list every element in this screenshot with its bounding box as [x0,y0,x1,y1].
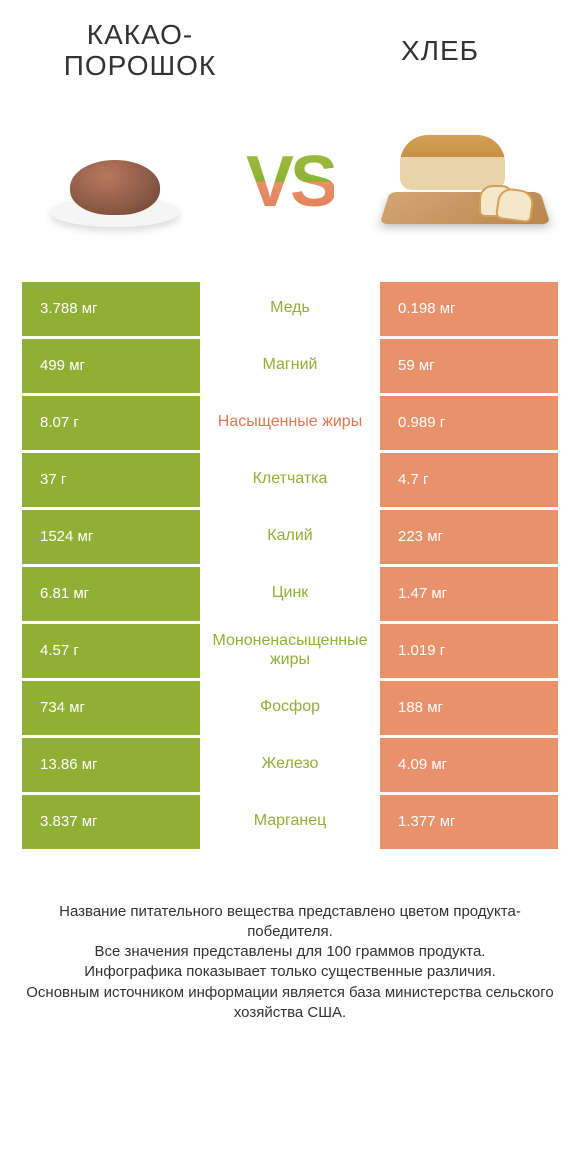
table-row: 1524 мгКалий223 мг [22,510,558,564]
cell-right-value: 1.019 г [380,624,558,678]
footer-line: Инфографика показывает только существенн… [25,962,555,982]
cell-left-value: 6.81 мг [22,567,200,621]
cell-nutrient-label: Медь [200,282,380,336]
table-row: 4.57 гМононенасыщенные жиры1.019 г [22,624,558,678]
table-row: 499 мгМагний59 мг [22,339,558,393]
cell-left-value: 499 мг [22,339,200,393]
cell-right-value: 188 мг [380,681,558,735]
cell-left-value: 3.837 мг [22,795,200,849]
cell-right-value: 59 мг [380,339,558,393]
cocoa-image [30,122,200,242]
bread-image [380,122,550,242]
footer-notes: Название питательного вещества представл… [0,852,580,1044]
cell-left-value: 37 г [22,453,200,507]
table-row: 13.86 мгЖелезо4.09 мг [22,738,558,792]
images-row: VS [0,92,580,282]
comparison-table: 3.788 мгМедь0.198 мг499 мгМагний59 мг8.0… [0,282,580,849]
table-row: 3.788 мгМедь0.198 мг [22,282,558,336]
cell-nutrient-label: Калий [200,510,380,564]
cell-left-value: 4.57 г [22,624,200,678]
table-row: 6.81 мгЦинк1.47 мг [22,567,558,621]
cell-right-value: 1.47 мг [380,567,558,621]
table-row: 8.07 гНасыщенные жиры0.989 г [22,396,558,450]
cell-right-value: 0.198 мг [380,282,558,336]
cell-right-value: 4.09 мг [380,738,558,792]
table-row: 3.837 мгМарганец1.377 мг [22,795,558,849]
cell-nutrient-label: Магний [200,339,380,393]
cell-right-value: 4.7 г [380,453,558,507]
cell-left-value: 8.07 г [22,396,200,450]
header: КАКАО-ПОРОШОК ХЛЕБ [0,0,580,92]
cell-left-value: 13.86 мг [22,738,200,792]
cell-nutrient-label: Насыщенные жиры [200,396,380,450]
cell-left-value: 734 мг [22,681,200,735]
cell-nutrient-label: Мононенасыщенные жиры [200,624,380,678]
cell-right-value: 223 мг [380,510,558,564]
cell-left-value: 1524 мг [22,510,200,564]
cell-nutrient-label: Фосфор [200,681,380,735]
title-left: КАКАО-ПОРОШОК [40,20,240,82]
footer-line: Название питательного вещества представл… [25,902,555,943]
cell-right-value: 0.989 г [380,396,558,450]
cell-nutrient-label: Марганец [200,795,380,849]
cell-left-value: 3.788 мг [22,282,200,336]
table-row: 734 мгФосфор188 мг [22,681,558,735]
cell-right-value: 1.377 мг [380,795,558,849]
footer-line: Основным источником информации является … [25,983,555,1024]
cell-nutrient-label: Цинк [200,567,380,621]
vs-label: VS [246,141,334,223]
cell-nutrient-label: Клетчатка [200,453,380,507]
footer-line: Все значения представлены для 100 граммо… [25,942,555,962]
title-right: ХЛЕБ [340,35,540,67]
cell-nutrient-label: Железо [200,738,380,792]
table-row: 37 гКлетчатка4.7 г [22,453,558,507]
